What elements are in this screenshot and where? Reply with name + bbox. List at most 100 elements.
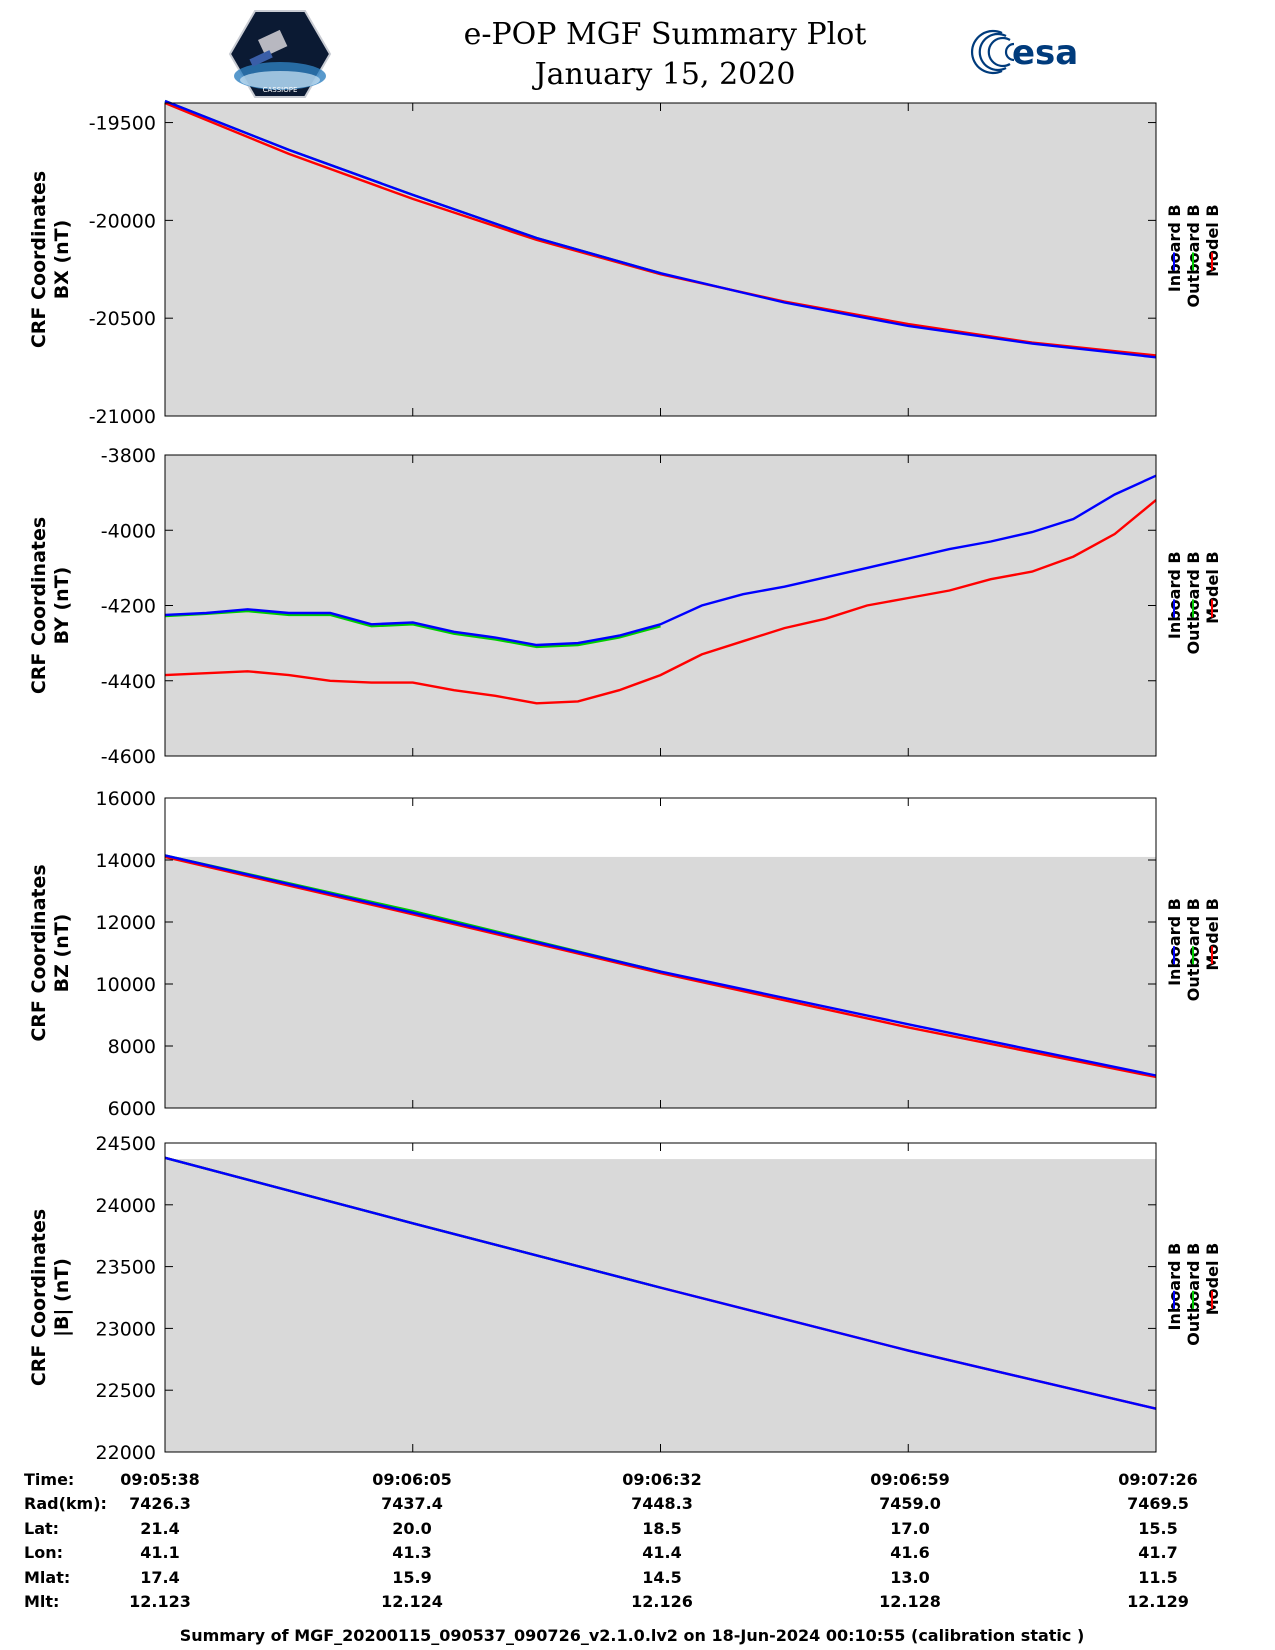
y-axis-label-line2: |B| (nT) xyxy=(51,1258,73,1337)
y-tick-label: 16000 xyxy=(96,788,156,810)
legend-label-model-b: Model B xyxy=(1203,898,1222,970)
y-tick-label: 24500 xyxy=(96,1133,156,1155)
ephemeris-value: 41.4 xyxy=(642,1543,681,1562)
ephemeris-value: 09:07:26 xyxy=(1118,1470,1198,1489)
ephemeris-value: 12.124 xyxy=(381,1592,443,1611)
ephemeris-value: 17.4 xyxy=(140,1568,179,1587)
ephemeris-value: 12.129 xyxy=(1127,1592,1189,1611)
y-tick-label: 6000 xyxy=(108,1098,156,1120)
panel-btotal: 22000 22500 23000 23500 24000 24500 CRF Coordi… xyxy=(28,1133,1222,1464)
y-axis-label: CRF Coordinates|B| (nT) xyxy=(28,1209,73,1386)
y-tick-label: -20500 xyxy=(89,308,156,330)
y-axis-label: CRF CoordinatesBY (nT) xyxy=(28,517,73,694)
y-axis-label-line2: BY (nT) xyxy=(51,567,73,645)
ephemeris-value: 41.7 xyxy=(1138,1543,1177,1562)
legend-label-inboard-b: Inboard B xyxy=(1165,898,1184,986)
ephemeris-value: 17.0 xyxy=(890,1519,929,1538)
cassiope-logo-text: CASSIOPE xyxy=(263,86,298,94)
esa-logo-mark xyxy=(971,29,1015,75)
y-tick-label: 23000 xyxy=(96,1318,156,1340)
y-tick-label: 22000 xyxy=(96,1442,156,1464)
y-axis-label: CRF CoordinatesBZ (nT) xyxy=(28,864,73,1041)
legend-label-model-b: Model B xyxy=(1203,204,1222,276)
legend-label-inboard-b: Inboard B xyxy=(1165,1243,1184,1331)
ephemeris-value: 15.5 xyxy=(1138,1519,1177,1538)
ephemeris-value: 09:05:38 xyxy=(120,1470,200,1489)
footer-summary: Summary of MGF_20200115_090537_090726_v2… xyxy=(180,1626,1085,1645)
y-axis-label-line2: BZ (nT) xyxy=(51,914,73,993)
series-line-inboard-b xyxy=(164,854,1157,1077)
y-tick-label: -4200 xyxy=(101,596,156,618)
y-axis-label-line2: BX (nT) xyxy=(51,220,73,300)
ephemeris-row-label: Lat: xyxy=(24,1519,59,1538)
ephemeris-row-label: Time: xyxy=(24,1470,74,1489)
esa-logo: esa xyxy=(971,29,1078,75)
y-tick-label: 22500 xyxy=(96,1380,156,1402)
ephemeris-value: 7426.3 xyxy=(129,1494,191,1513)
series-line-model-b xyxy=(164,855,1157,1079)
esa-logo-text: esa xyxy=(1012,33,1078,73)
ephemeris-value: 7437.4 xyxy=(381,1494,443,1513)
y-tick-label: 24000 xyxy=(96,1195,156,1217)
y-tick-label: -4400 xyxy=(101,671,156,693)
ephemeris-value: 21.4 xyxy=(140,1519,179,1538)
legend-label-inboard-b: Inboard B xyxy=(1165,551,1184,639)
y-tick-label: 23500 xyxy=(96,1257,156,1279)
series-line-inboard-b xyxy=(164,99,1157,359)
y-tick-label: -19500 xyxy=(89,113,156,135)
plot-title-line2: January 15, 2020 xyxy=(532,57,796,92)
y-tick-label: -3800 xyxy=(101,445,156,467)
panel-bx: -21000 -20500 -20000 -19500 CRF CoordinatesB… xyxy=(28,99,1222,428)
ephemeris-value: 41.3 xyxy=(392,1543,431,1562)
legend-label-model-b: Model B xyxy=(1203,1243,1222,1315)
ephemeris-value: 09:06:32 xyxy=(622,1470,702,1489)
y-axis-label-line1: CRF Coordinates xyxy=(28,171,50,348)
ephemeris-value: 09:06:05 xyxy=(372,1470,452,1489)
y-tick-label: -4000 xyxy=(101,520,156,542)
ephemeris-value: 20.0 xyxy=(392,1519,431,1538)
y-tick-label: 12000 xyxy=(96,912,156,934)
series-line-outboard-b xyxy=(164,609,661,649)
y-tick-label: -20000 xyxy=(89,210,156,232)
y-axis-label-line1: CRF Coordinates xyxy=(28,864,50,1041)
ephemeris-value: 7448.3 xyxy=(631,1494,693,1513)
data-coverage-shade xyxy=(165,856,1156,1108)
data-coverage-shade xyxy=(165,455,1156,756)
legend-label-model-b: Model B xyxy=(1203,551,1222,623)
cassiope-logo: CASSIOPE xyxy=(228,10,332,98)
ephemeris-value: 14.5 xyxy=(642,1568,681,1587)
ephemeris-row-label: Mlt: xyxy=(24,1592,59,1611)
panel-bz: 6000 8000 10000 12000 14000 16000 CRF Coordina… xyxy=(28,788,1222,1120)
y-tick-label: 10000 xyxy=(96,974,156,996)
series-line-model-b xyxy=(164,499,1157,705)
series-line-inboard-b xyxy=(164,1156,1157,1410)
y-axis-label-line1: CRF Coordinates xyxy=(28,517,50,694)
ephemeris-row-label: Rad(km): xyxy=(24,1494,107,1513)
ephemeris-value: 12.128 xyxy=(879,1592,941,1611)
panel-by: -4600 -4400 -4200 -4000 -3800 CRF Coordinates… xyxy=(28,445,1222,768)
y-tick-label: -21000 xyxy=(89,406,156,428)
ephemeris-value: 09:06:59 xyxy=(870,1470,950,1489)
legend-label-inboard-b: Inboard B xyxy=(1165,204,1184,292)
ephemeris-value: 13.0 xyxy=(890,1568,929,1587)
ephemeris-row-label: Mlat: xyxy=(24,1568,70,1587)
y-axis-label-line1: CRF Coordinates xyxy=(28,1209,50,1386)
ephemeris-value: 15.9 xyxy=(392,1568,431,1587)
y-tick-label: -4600 xyxy=(101,746,156,768)
ephemeris-row-label: Lon: xyxy=(24,1543,63,1562)
ephemeris-value: 18.5 xyxy=(642,1519,681,1538)
ephemeris-value: 12.126 xyxy=(631,1592,693,1611)
ephemeris-value: 41.1 xyxy=(140,1543,179,1562)
series-line-inboard-b xyxy=(164,474,1157,647)
header: CASSIOPE e-POP MGF Summary Plot January … xyxy=(228,10,1078,98)
plot-title-line1: e-POP MGF Summary Plot xyxy=(464,17,867,52)
data-coverage-shade xyxy=(165,1159,1156,1452)
y-tick-label: 14000 xyxy=(96,850,156,872)
ephemeris-value: 41.6 xyxy=(890,1543,929,1562)
